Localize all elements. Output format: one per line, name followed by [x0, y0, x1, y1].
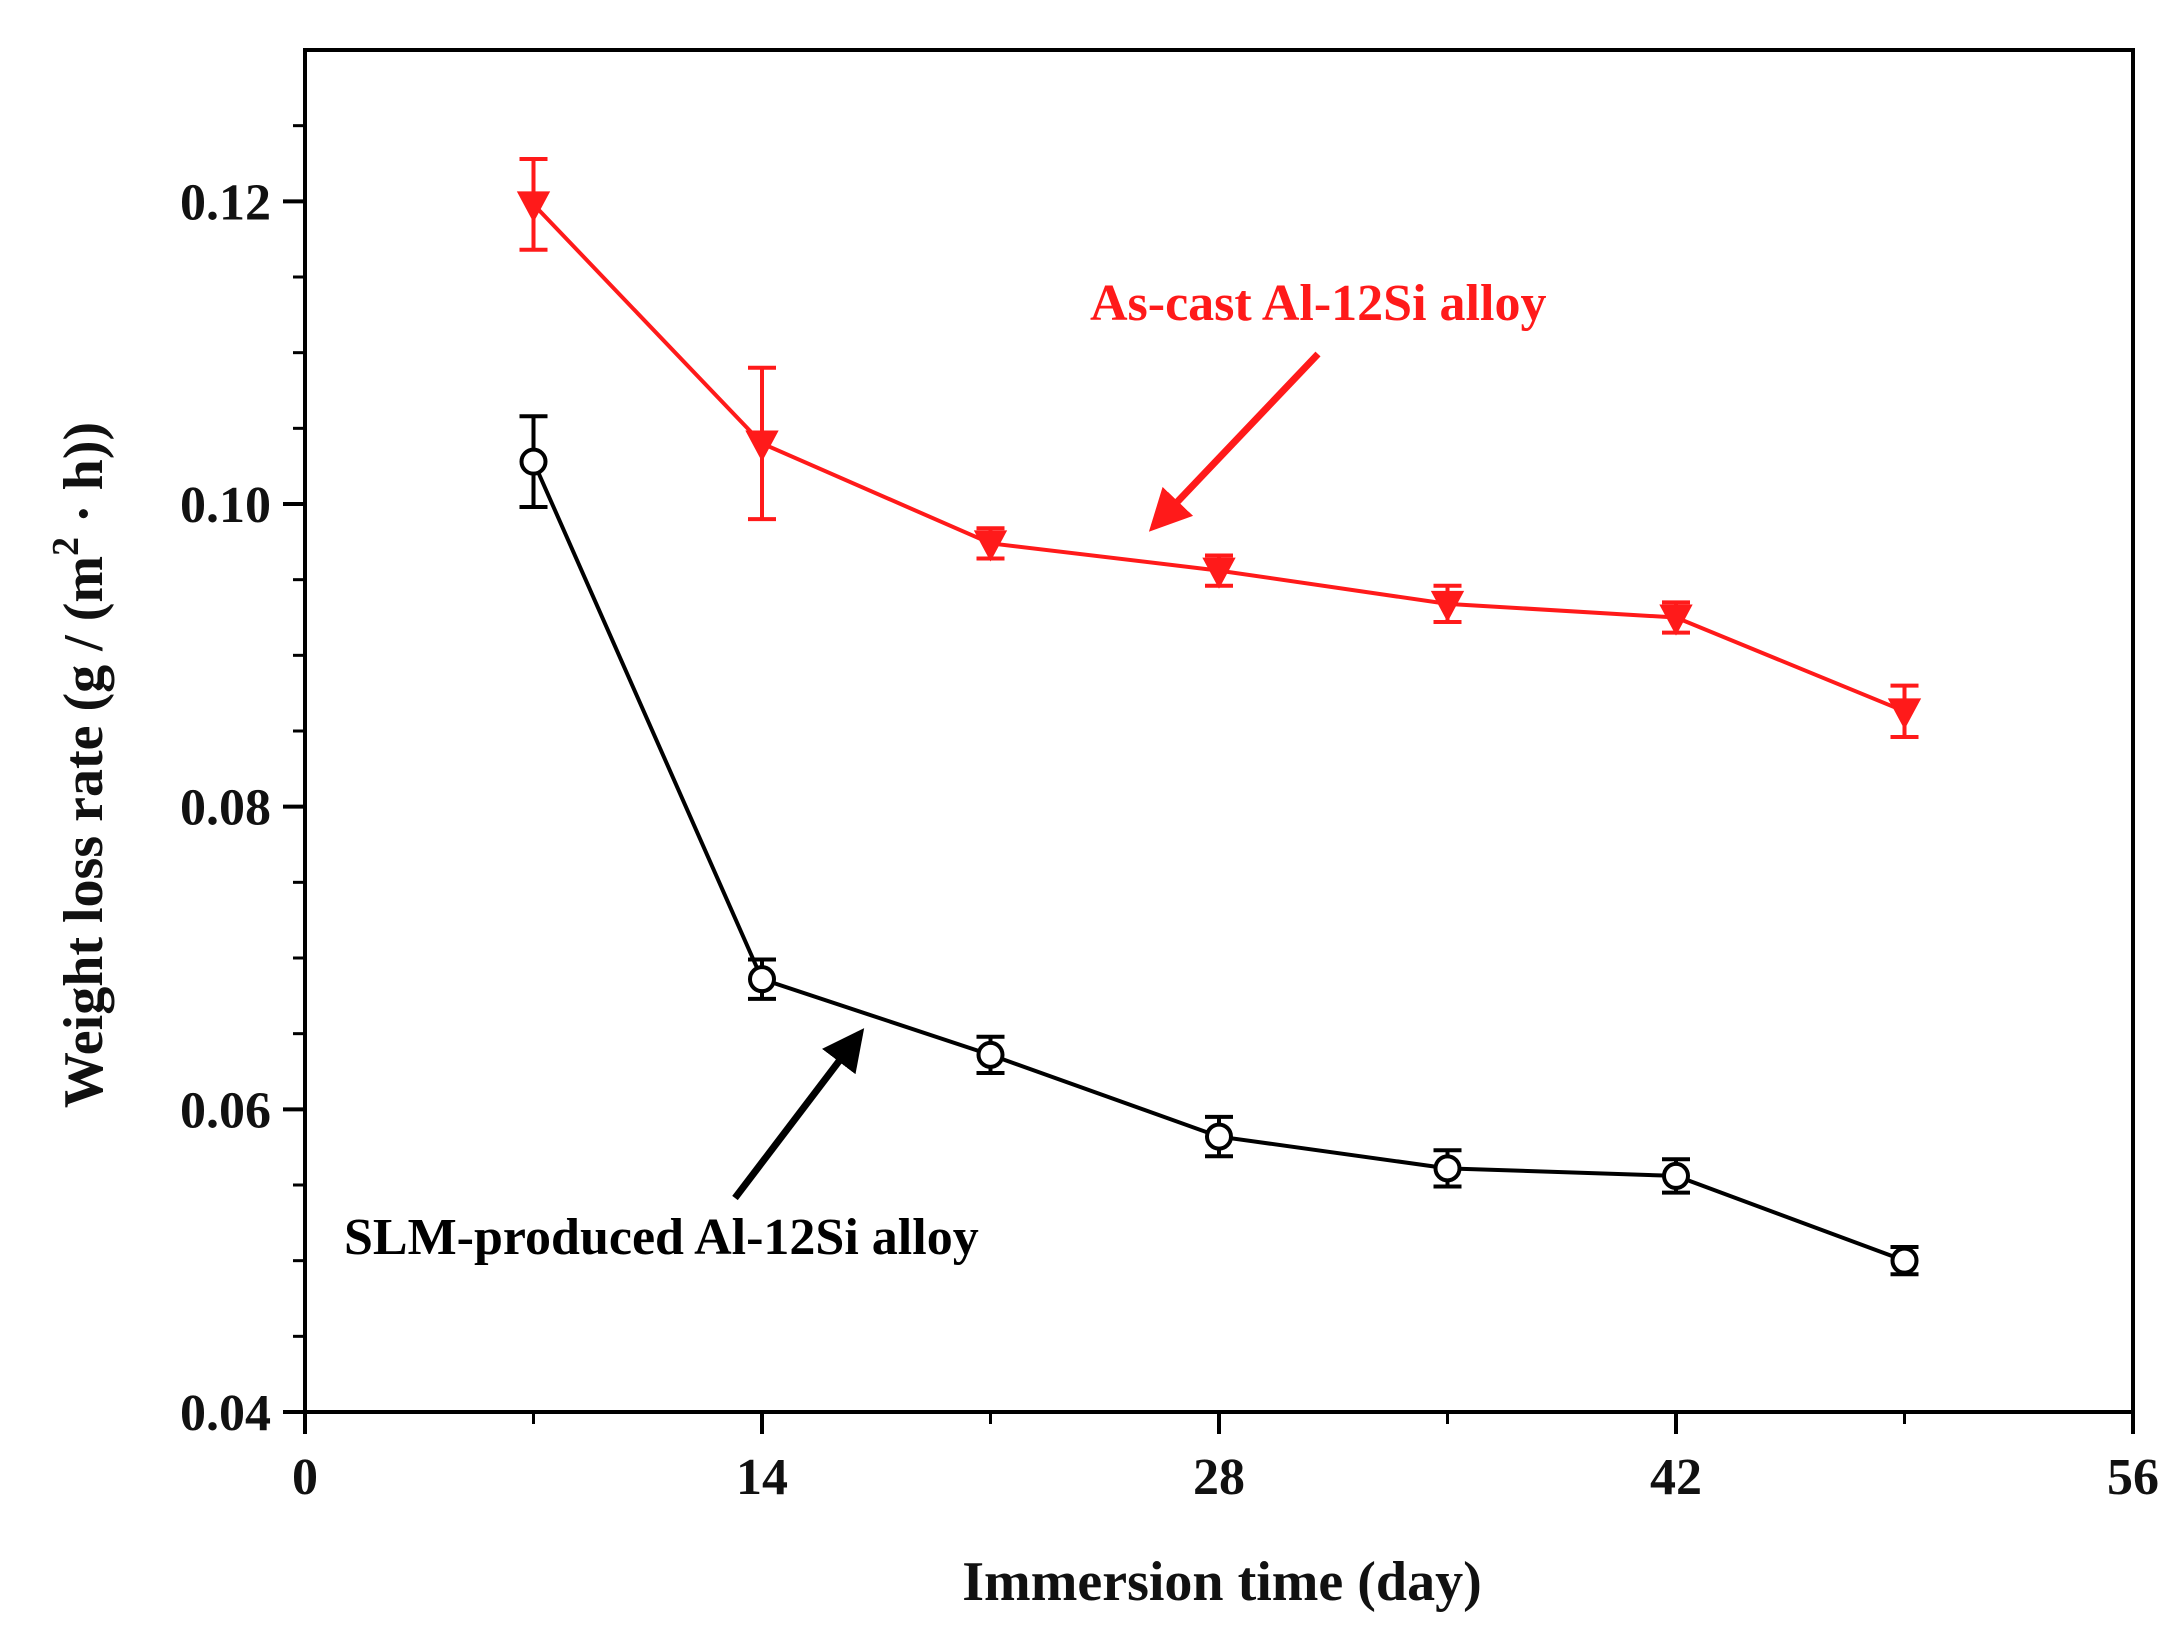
series-group: [516, 156, 1922, 1277]
y-tick-label: 0.08: [180, 780, 271, 837]
data-point: [516, 191, 551, 223]
data-point: [1430, 590, 1465, 622]
annotation-ascast-label: As-cast Al-12Si alloy: [1090, 275, 1546, 332]
y-tick-label: 0.10: [180, 477, 271, 534]
annotation-arrow-ascast: [1148, 351, 1321, 532]
data-point: [748, 965, 776, 994]
x-tick-label: 28: [1193, 1449, 1245, 1506]
x-tick-label: 42: [1650, 1449, 1702, 1506]
data-point: [1662, 1161, 1690, 1190]
y-tick-label: 0.06: [180, 1082, 271, 1139]
y-axis-title: Weight loss rate (g / (m2 · h)): [45, 422, 115, 1108]
data-point: [1887, 698, 1922, 730]
data-point: [973, 530, 1008, 562]
data-point: [519, 447, 548, 476]
annotation-slm-label: SLM-produced Al-12Si alloy: [344, 1209, 979, 1266]
data-point: [1433, 1154, 1462, 1183]
y-axis-title-prefix: Weight loss rate: [53, 712, 115, 1109]
data-point: [1202, 557, 1236, 589]
data-point: [976, 1040, 1005, 1069]
data-point: [1890, 1246, 1919, 1275]
y-tick-label: 0.04: [180, 1385, 271, 1442]
x-axis-title: Immersion time (day): [962, 1551, 1481, 1613]
y-axis-title-unit-end: · h)): [53, 422, 115, 537]
series-slm: [519, 414, 1919, 1277]
y-axis-title-superscript: 2: [45, 537, 87, 556]
x-tick-label: 0: [292, 1449, 318, 1506]
data-point: [1659, 604, 1693, 636]
tick-labels: 0 14 28 42 56 0.04 0.06 0.08 0.10 0.12: [180, 174, 2159, 1506]
axis-ticks: [283, 124, 2135, 1434]
y-axis-title-unit-start: (g / (m: [53, 556, 115, 712]
data-point: [1205, 1122, 1233, 1151]
y-tick-label: 0.12: [180, 174, 271, 231]
x-tick-label: 56: [2107, 1449, 2159, 1506]
data-point: [745, 430, 779, 462]
annotation-arrow-slm: [732, 1028, 865, 1201]
annotations: As-cast Al-12Si alloy SLM-produced Al-12…: [344, 275, 1546, 1266]
series-ascast: [516, 156, 1922, 740]
x-tick-label: 14: [736, 1449, 788, 1506]
